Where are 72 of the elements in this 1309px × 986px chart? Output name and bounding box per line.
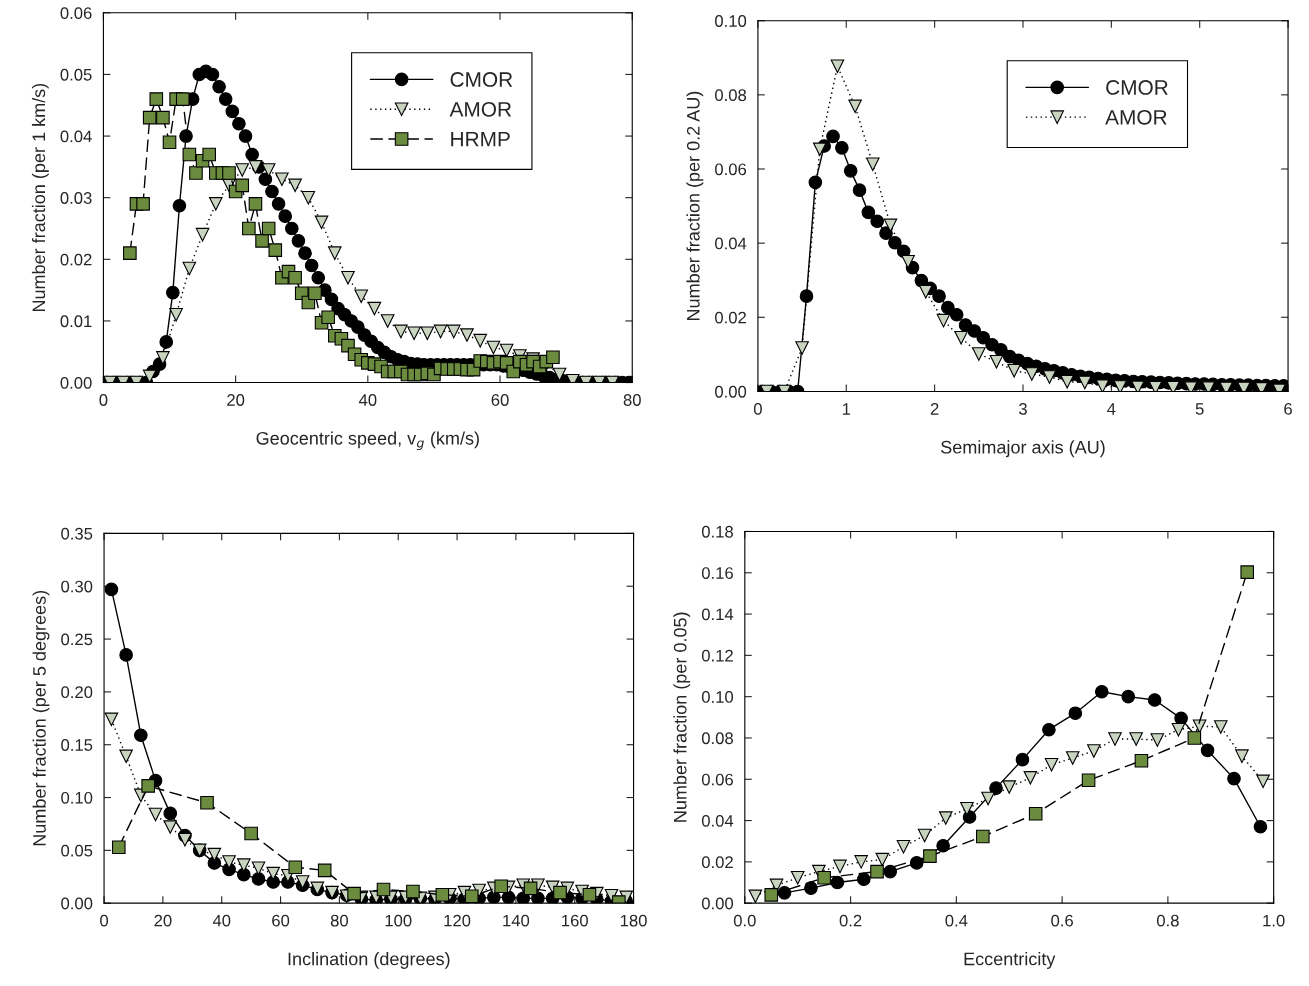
x-tick-label: 0.2 [839, 914, 862, 927]
x-tick-label: 0 [99, 394, 108, 406]
y-tick-label: 0.04 [701, 814, 734, 827]
x-tick-label: 6 [1284, 402, 1292, 415]
x-tick-label: 160 [562, 914, 588, 927]
y-tick-label: 0.00 [60, 376, 92, 389]
x-tick-label: 1.0 [1263, 914, 1285, 927]
x-axis-title: Semimajor axis (AU) [941, 440, 1105, 458]
y-axis-title: Number fraction (per 5 degrees) [32, 590, 50, 846]
x-tick-label: 60 [272, 914, 290, 927]
y-tick-label: 0.02 [60, 253, 92, 266]
y-tick-label: 0.00 [715, 385, 747, 398]
y-tick-label: 0.14 [701, 608, 734, 621]
x-tick-label: 100 [385, 914, 412, 927]
legend-label: CMOR [450, 72, 513, 87]
legend-label: CMOR [1106, 80, 1168, 95]
x-tick-label: 20 [227, 394, 245, 406]
x-axis-title: Eccentricity [964, 952, 1056, 969]
y-tick-label: 0.06 [715, 163, 747, 176]
legend-label: AMOR [1105, 109, 1167, 125]
x-axis-title: Inclination (degrees) [288, 952, 450, 969]
y-tick-label: 0.12 [701, 649, 733, 662]
x-tick-label: 3 [1018, 402, 1027, 415]
y-tick-label: 0.10 [715, 15, 747, 27]
legend-label: AMOR [449, 101, 512, 117]
y-tick-label: 0.20 [61, 686, 93, 699]
y-tick-label: 0.00 [61, 897, 93, 910]
x-tick-label: 40 [358, 394, 377, 406]
y-tick-label: 0.01 [60, 315, 92, 328]
legend-label: HRMP [451, 132, 510, 147]
y-tick-label: 0.10 [61, 791, 93, 804]
x-tick-label: 0.0 [733, 914, 756, 927]
y-tick-label: 0.25 [61, 633, 93, 646]
x-tick-label: 80 [623, 394, 641, 406]
x-tick-label: 0.6 [1051, 914, 1073, 927]
x-tick-label: 0 [753, 402, 762, 415]
y-tick-label: 0.10 [701, 691, 734, 703]
y-tick-label: 0.04 [60, 130, 92, 143]
x-tick-label: 120 [444, 914, 471, 927]
x-tick-label: 5 [1195, 403, 1204, 415]
x-tick-label: 80 [330, 914, 349, 927]
y-tick-label: 0.30 [61, 580, 93, 593]
x-tick-label: 40 [212, 914, 231, 927]
y-tick-label: 0.00 [701, 897, 734, 910]
x-tick-label: 60 [491, 394, 509, 406]
y-tick-label: 0.03 [60, 192, 92, 204]
x-tick-label: 0.4 [945, 914, 968, 927]
y-tick-label: 0.05 [61, 844, 93, 857]
y-tick-label: 0.06 [701, 773, 733, 786]
y-tick-label: 0.18 [701, 525, 733, 538]
y-tick-label: 0.35 [61, 527, 93, 540]
x-tick-label: 20 [154, 914, 172, 927]
x-axis-title: Geocentric speed, v$_{g}$ (km/s) [256, 431, 479, 451]
y-tick-label: 0.08 [701, 732, 733, 745]
x-tick-label: 0 [100, 914, 109, 927]
y-axis-title: Number fraction (per 0.05) [673, 612, 691, 822]
x-tick-label: 140 [503, 914, 530, 927]
y-tick-label: 0.06 [60, 7, 92, 20]
y-axis-title: Number fraction (per 0.2 AU) [686, 91, 704, 320]
y-tick-label: 0.02 [715, 311, 746, 324]
y-axis-title: Number fraction (per 1 km/s) [31, 83, 49, 312]
y-tick-label: 0.04 [715, 237, 747, 250]
y-tick-label: 0.05 [60, 68, 92, 81]
x-tick-label: 0.8 [1156, 914, 1179, 927]
y-tick-label: 0.08 [715, 89, 747, 102]
x-tick-label: 4 [1107, 403, 1116, 415]
x-tick-label: 2 [930, 402, 939, 415]
y-tick-label: 0.15 [61, 739, 93, 751]
y-tick-label: 0.16 [701, 567, 733, 579]
x-tick-label: 1 [842, 403, 851, 415]
x-tick-label: 180 [620, 914, 647, 927]
y-tick-label: 0.02 [701, 856, 733, 869]
